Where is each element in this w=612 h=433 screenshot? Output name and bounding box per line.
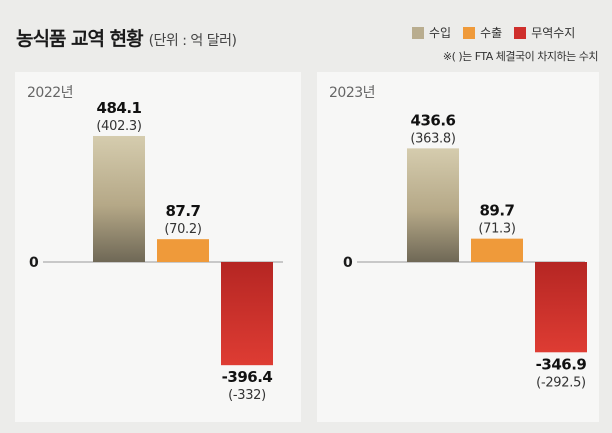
year-label: 2022년 (27, 85, 73, 101)
value-label-export: 87.7 (165, 202, 200, 220)
chart-title: 농식품 교역 현황 (단위 : 억 달러) (16, 24, 237, 51)
bar-chart-2023: 2023년 0 436.6 (363.8) 89.7 (71.3) -346.9 (-292.… (329, 85, 587, 390)
legend-item-balance: 무역수지 (514, 24, 575, 41)
fta-label-balance: (-332) (228, 388, 266, 403)
zero-tick-label: 0 (29, 255, 39, 271)
chart-panel-2023: 2023년 0 436.6 (363.8) 89.7 (71.3) -346.9 (-292.… (317, 72, 599, 422)
value-label-export: 89.7 (479, 202, 514, 220)
legend-swatch-balance (514, 26, 527, 39)
legend: 수입 수출 무역수지 (412, 24, 575, 41)
bar-balance (221, 262, 273, 366)
value-label-balance: -346.9 (536, 355, 587, 373)
fta-label-import: (363.8) (410, 131, 455, 146)
bar-import (407, 148, 459, 262)
fta-label-import: (402.3) (96, 119, 141, 134)
fta-label-balance: (-292.5) (536, 375, 586, 390)
legend-swatch-export (463, 26, 476, 39)
fta-note: ※( )는 FTA 체결국이 차지하는 수치 (442, 50, 599, 63)
bar-export (157, 239, 209, 262)
year-label: 2023년 (329, 85, 375, 101)
zero-tick-label: 0 (343, 255, 353, 271)
legend-swatch-import (412, 26, 424, 39)
fta-label-export: (70.2) (164, 222, 201, 237)
fta-label-export: (71.3) (478, 222, 515, 237)
legend-item-import: 수입 (412, 24, 451, 41)
legend-item-export: 수출 (463, 24, 502, 41)
bar-balance (535, 262, 587, 353)
bar-export (471, 238, 523, 262)
legend-label-balance: 무역수지 (531, 26, 576, 40)
title-text: 농식품 교역 현황 (16, 28, 144, 50)
legend-label-import: 수입 (429, 26, 452, 40)
unit-label: (단위 : 억 달러) (148, 33, 237, 49)
legend-label-export: 수출 (480, 26, 503, 40)
chart-panel-2022: 2022년 0 484.1 (402.3) 87.7 (70.2) -396.4 (-332) (15, 72, 301, 422)
value-label-balance: -396.4 (222, 368, 273, 386)
bar-chart-2022: 2022년 0 484.1 (402.3) 87.7 (70.2) -396.4 (-332) (27, 85, 283, 403)
bar-import (93, 135, 145, 262)
value-label-import: 484.1 (97, 99, 142, 117)
value-label-import: 436.6 (411, 111, 456, 129)
